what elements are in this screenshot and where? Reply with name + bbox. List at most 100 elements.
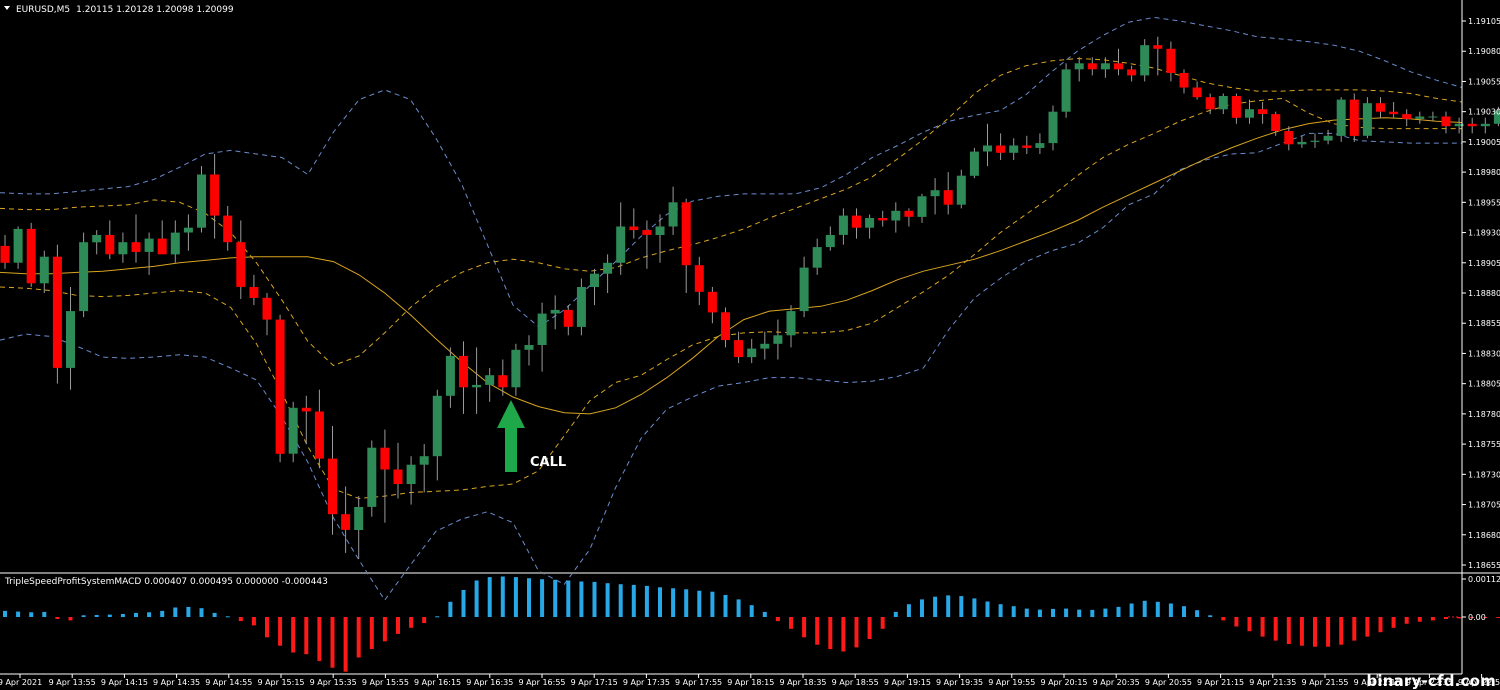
bull-candle	[79, 242, 89, 312]
macd-negative-bar	[1286, 617, 1291, 644]
outer-upper-band	[0, 16, 1463, 328]
bull-candle	[1140, 45, 1150, 76]
bear-candle	[498, 375, 508, 388]
time-tick-label: 9 Apr 16:35	[466, 678, 513, 687]
bull-candle	[655, 226, 665, 235]
price-tick-label: 1.19055	[1468, 77, 1500, 86]
macd-positive-bar	[946, 595, 951, 617]
bear-candle	[249, 287, 259, 298]
bull-candle	[39, 256, 49, 284]
price-tick-label: 1.18855	[1468, 319, 1500, 328]
bear-candle	[236, 242, 246, 287]
bear-candle	[341, 514, 351, 530]
macd-positive-bar	[3, 610, 7, 617]
bear-candle	[223, 215, 233, 243]
collapse-triangle-icon[interactable]	[4, 6, 10, 10]
bull-candle	[183, 227, 193, 233]
macd-negative-bar	[278, 617, 283, 646]
price-tick-label: 1.19005	[1468, 138, 1500, 147]
bull-candle	[1245, 109, 1254, 118]
macd-positive-bar	[527, 578, 531, 617]
macd-positive-bar	[1024, 608, 1029, 617]
bull-candle	[1493, 110, 1500, 124]
macd-positive-bar	[736, 599, 741, 617]
bear-candle	[721, 312, 730, 341]
macd-positive-bar	[710, 591, 715, 617]
bear-candle	[1389, 111, 1399, 115]
time-tick-label: 9 Apr 18:15	[727, 678, 774, 687]
time-tick-label: 9 Apr 22:15	[1354, 678, 1401, 687]
time-tick-label: 9 Apr 20:35	[1093, 678, 1140, 687]
inner-lower-band	[0, 97, 1462, 500]
bear-candle	[1231, 96, 1241, 118]
bull-candle	[760, 343, 770, 349]
bull-candle	[511, 349, 521, 388]
time-tick-label: 9 Apr 18:55	[832, 678, 879, 687]
bear-candle	[380, 447, 390, 470]
bear-candle	[629, 226, 639, 231]
macd-positive-bar	[94, 615, 99, 617]
macd-negative-bar	[802, 617, 807, 638]
bull-candle	[1035, 143, 1045, 148]
macd-negative-bar	[1247, 617, 1252, 632]
bear-candle	[1166, 48, 1176, 73]
indicator-pane	[3, 576, 1500, 672]
time-tick-label: 9 Apr 16:15	[414, 678, 461, 687]
bull-candle	[144, 238, 154, 252]
bull-candle	[1415, 116, 1425, 119]
bear-candle	[1022, 145, 1032, 148]
macd-positive-bar	[120, 614, 125, 617]
macd-negative-bar	[1444, 617, 1448, 619]
macd-negative-bar	[1299, 617, 1304, 646]
bear-candle	[734, 340, 744, 357]
bull-candle	[92, 235, 102, 243]
bear-candle	[1153, 45, 1163, 49]
bear-candle	[904, 210, 914, 217]
macd-negative-bar	[1457, 617, 1462, 619]
bull-candle	[1428, 116, 1438, 118]
macd-positive-bar	[81, 615, 86, 617]
macd-positive-bar	[684, 589, 689, 617]
macd-positive-bar	[1168, 603, 1173, 617]
time-tick-label: 9 Apr 19:35	[936, 678, 983, 687]
bull-candle	[406, 464, 416, 484]
price-tick-label: 1.18680	[1468, 531, 1500, 540]
macd-positive-bar	[893, 611, 898, 617]
bull-candle	[550, 309, 560, 314]
macd-negative-bar	[291, 617, 296, 653]
bull-candle	[891, 210, 901, 221]
bear-candle	[878, 218, 888, 221]
macd-negative-bar	[1221, 617, 1226, 621]
macd-positive-bar	[1116, 606, 1121, 617]
time-tick-label: 9 Apr 16:55	[518, 678, 565, 687]
macd-negative-bar	[854, 617, 859, 648]
macd-positive-bar	[461, 590, 466, 617]
bull-candle	[1009, 145, 1019, 153]
macd-positive-bar	[762, 611, 767, 617]
bear-candle	[1205, 97, 1215, 110]
macd-positive-bar	[998, 604, 1003, 617]
macd-negative-bar	[1496, 617, 1500, 618]
price-tick-label: 1.18705	[1468, 501, 1500, 510]
bull-candle	[983, 145, 992, 152]
macd-negative-bar	[1430, 617, 1435, 621]
price-tick-label: 1.18755	[1468, 440, 1500, 449]
bull-candle	[1074, 63, 1084, 70]
bear-candle	[1258, 109, 1268, 114]
macd-negative-bar	[867, 617, 872, 639]
bear-candle	[1192, 87, 1202, 98]
macd-negative-bar	[880, 617, 885, 629]
macd-positive-bar	[540, 579, 545, 617]
macd-positive-bar	[513, 577, 518, 617]
macd-negative-bar	[789, 617, 793, 629]
time-tick-label: 9 Apr 14:35	[153, 678, 200, 687]
macd-positive-bar	[605, 583, 610, 617]
bear-candle	[1114, 63, 1123, 70]
bull-candle	[1323, 135, 1333, 141]
bull-candle	[616, 226, 626, 263]
bull-candle	[576, 287, 586, 327]
macd-positive-bar	[1077, 609, 1082, 617]
macd-negative-bar	[1391, 617, 1396, 628]
bull-candle	[170, 232, 180, 255]
price-tick-label: 1.18930	[1468, 229, 1500, 238]
